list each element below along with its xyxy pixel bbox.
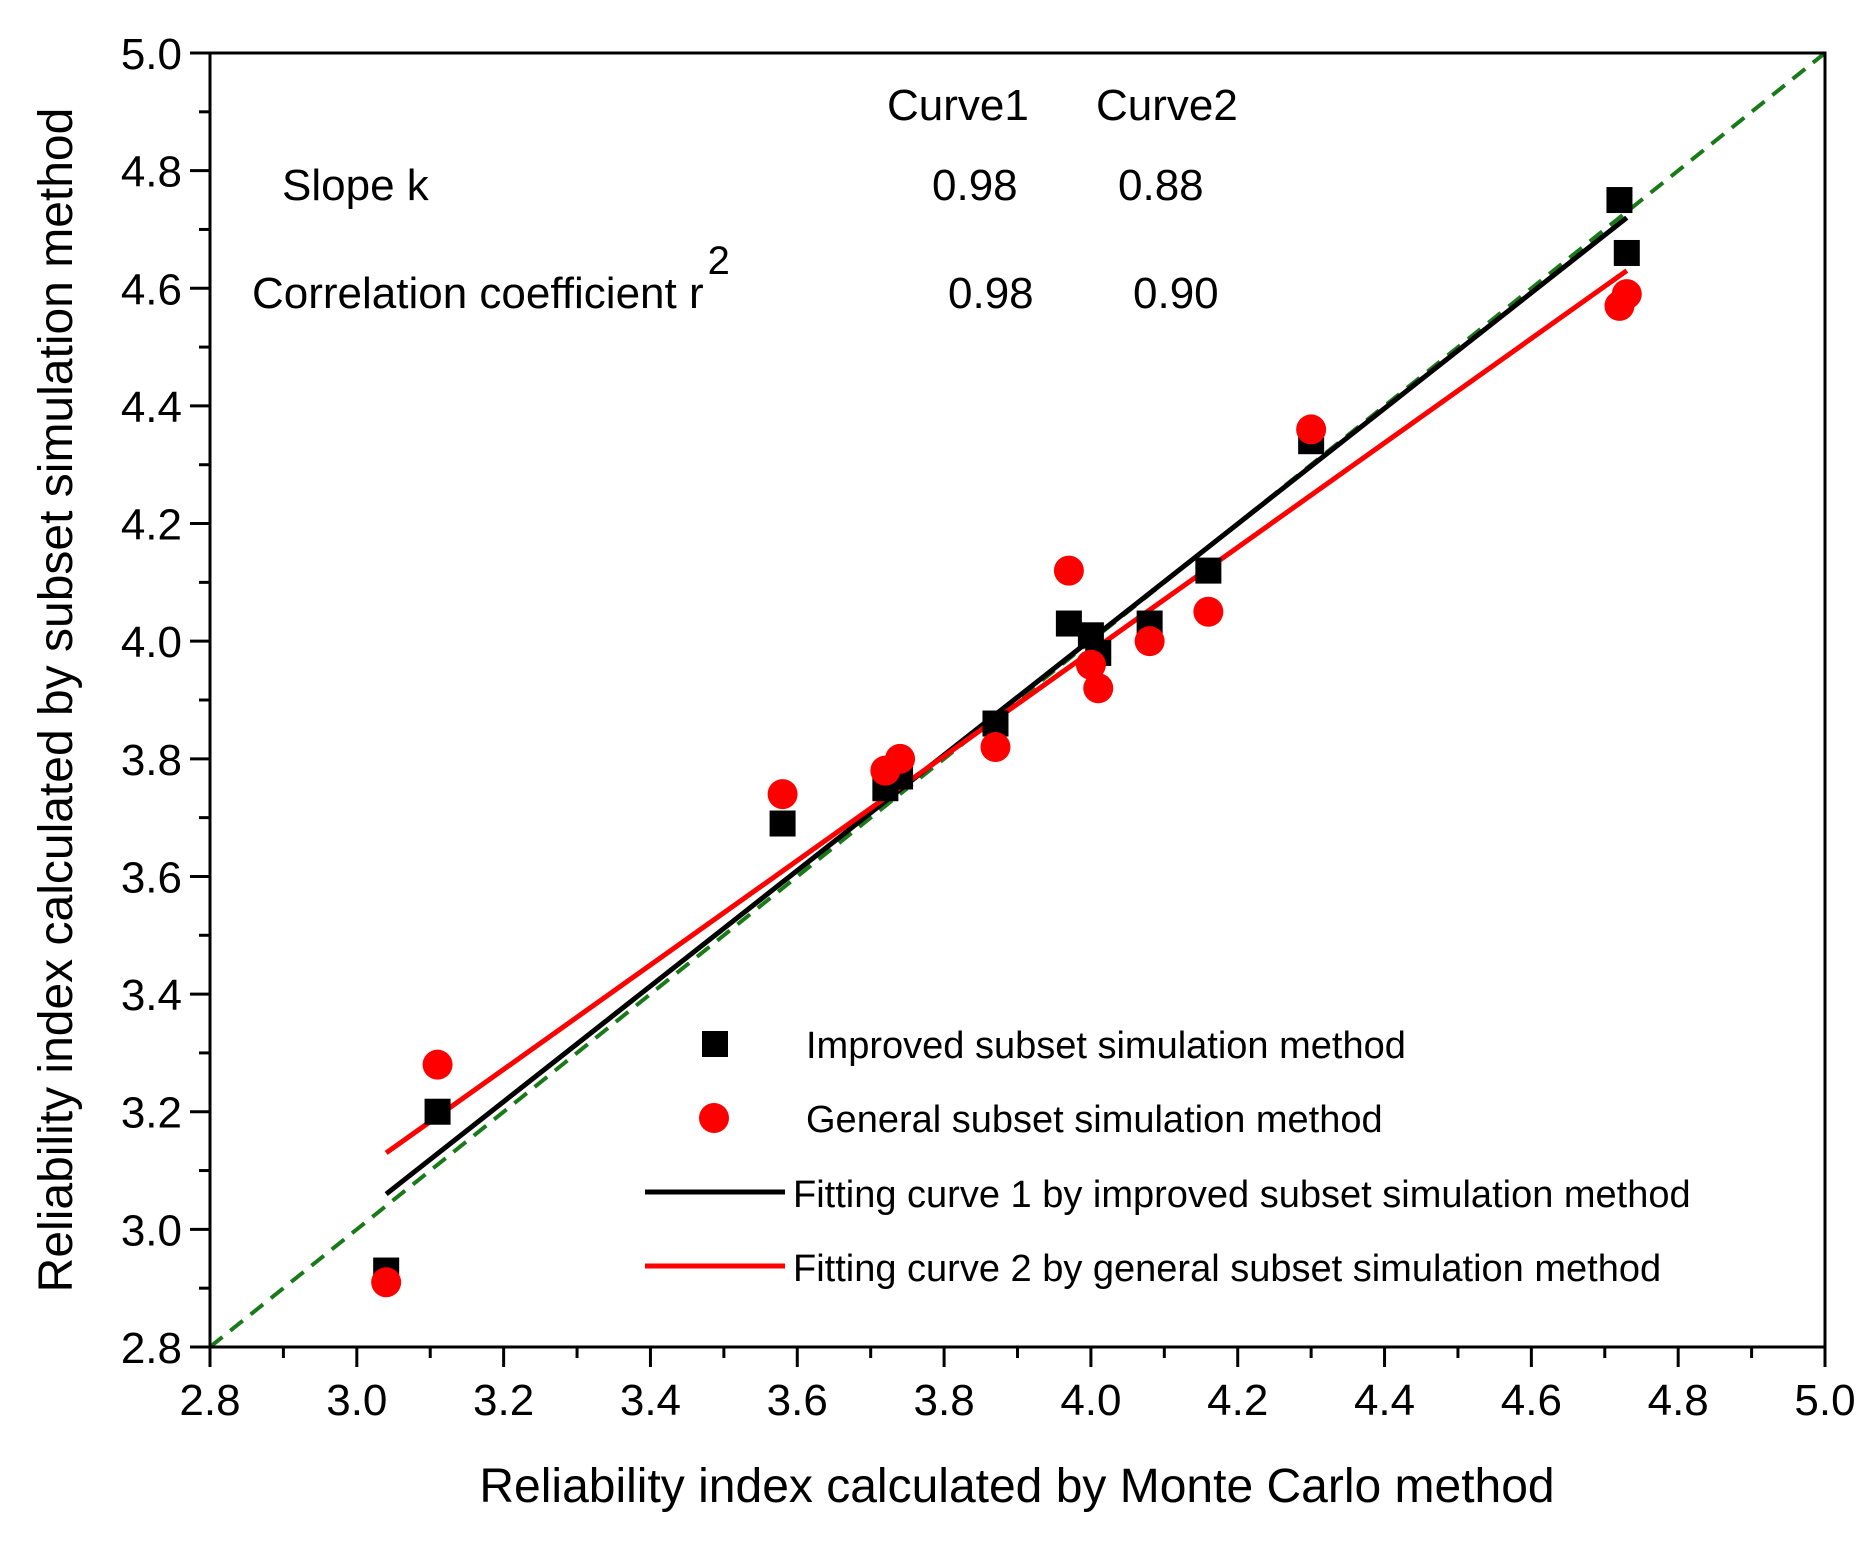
- x-tick-label: 4.8: [1648, 1376, 1709, 1425]
- reference-line-y-equals-x: [210, 53, 1825, 1347]
- legend-square-marker: [702, 1031, 728, 1057]
- x-tick-label: 4.4: [1354, 1376, 1415, 1425]
- improved-method-point: [1613, 239, 1640, 266]
- general-method-point: [422, 1049, 453, 1080]
- x-tick-label: 2.8: [179, 1376, 240, 1425]
- general-method-point: [1075, 649, 1106, 680]
- general-method-point: [1611, 279, 1642, 310]
- legend: Improved subset simulation method Genera…: [645, 1025, 1691, 1290]
- annot-r2-curve2: 0.90: [1133, 269, 1219, 318]
- y-tick-label: 2.8: [121, 1324, 182, 1373]
- y-axis-title: Reliability index calculated by subset s…: [30, 108, 83, 1293]
- y-tick-label: 3.8: [121, 736, 182, 785]
- y-axis: 2.8 3.0 3.2 3.4 3.6 3.8 4.0 4.2 4.4 4.6 4.8 5.0: [121, 30, 210, 1373]
- annot-slope-curve1: 0.98: [932, 161, 1018, 210]
- reference-layer: [210, 53, 1825, 1347]
- y-tick-label: 4.8: [121, 148, 182, 197]
- annot-header-curve2: Curve2: [1096, 81, 1238, 130]
- x-axis-title: Reliability index calculated by Monte Ca…: [479, 1460, 1554, 1513]
- annot-slope-curve2: 0.88: [1118, 161, 1204, 210]
- annot-r2-label-text: Correlation coefficient r: [252, 269, 704, 318]
- legend-label-fit1: Fitting curve 1 by improved subset simul…: [793, 1174, 1691, 1216]
- x-tick-label: 5.0: [1794, 1376, 1855, 1425]
- legend-item-general: General subset simulation method: [699, 1099, 1383, 1141]
- legend-item-improved: Improved subset simulation method: [702, 1025, 1406, 1067]
- y-tick-label: 3.0: [121, 1206, 182, 1255]
- general-method-point: [980, 732, 1011, 763]
- y-tick-label: 3.6: [121, 853, 182, 902]
- annot-r2-label: Correlation coefficient r2: [252, 239, 730, 318]
- general-method-point: [371, 1267, 402, 1298]
- annot-slope-label: Slope k: [282, 161, 430, 210]
- general-method-point: [1193, 596, 1224, 627]
- x-tick-label: 4.2: [1207, 1376, 1268, 1425]
- x-tick-label: 3.6: [767, 1376, 828, 1425]
- x-tick-label: 4.6: [1501, 1376, 1562, 1425]
- improved-method-point: [424, 1098, 451, 1125]
- x-tick-label: 3.4: [620, 1376, 681, 1425]
- x-tick-label: 4.0: [1060, 1376, 1121, 1425]
- y-tick-label: 4.4: [121, 383, 182, 432]
- general-method-point: [885, 743, 916, 774]
- y-tick-label: 3.2: [121, 1089, 182, 1138]
- x-tick-label: 3.0: [326, 1376, 387, 1425]
- improved-method-point: [1055, 610, 1082, 637]
- general-method-point: [1134, 626, 1165, 657]
- x-tick-label: 3.2: [473, 1376, 534, 1425]
- fitting-curve-1: [384, 215, 1629, 1197]
- annot-r2-superscript: 2: [708, 239, 730, 283]
- improved-method-point: [1606, 187, 1633, 214]
- y-tick-label: 4.6: [121, 265, 182, 314]
- y-tick-label: 4.2: [121, 501, 182, 550]
- x-tick-label: 3.8: [914, 1376, 975, 1425]
- legend-label-general: General subset simulation method: [806, 1099, 1383, 1141]
- improved-method-point: [769, 810, 796, 837]
- general-method-point: [1296, 414, 1327, 445]
- legend-circle-marker: [699, 1103, 729, 1133]
- annot-r2-curve1: 0.98: [948, 269, 1034, 318]
- general-method-point: [1053, 555, 1084, 586]
- legend-label-improved: Improved subset simulation method: [806, 1025, 1406, 1067]
- legend-item-fit1: Fitting curve 1 by improved subset simul…: [645, 1174, 1691, 1216]
- x-axis: 2.8 3.0 3.2 3.4 3.6 3.8 4.0 4.2 4.4 4.6 4.8 5.0: [179, 1347, 1856, 1425]
- legend-label-fit2: Fitting curve 2 by general subset simula…: [793, 1248, 1661, 1290]
- annot-header-curve1: Curve1: [887, 81, 1029, 130]
- legend-item-fit2: Fitting curve 2 by general subset simula…: [645, 1248, 1661, 1290]
- points-layer: [371, 187, 1642, 1298]
- y-tick-label: 3.4: [121, 971, 182, 1020]
- stats-annotation: Curve1 Curve2 Slope k 0.98 0.88 Correlat…: [252, 81, 1238, 318]
- general-method-point: [767, 779, 798, 810]
- improved-method-point: [1195, 557, 1222, 584]
- y-tick-label: 5.0: [121, 30, 182, 79]
- y-tick-label: 4.0: [121, 618, 182, 667]
- general-method-point: [1083, 673, 1114, 704]
